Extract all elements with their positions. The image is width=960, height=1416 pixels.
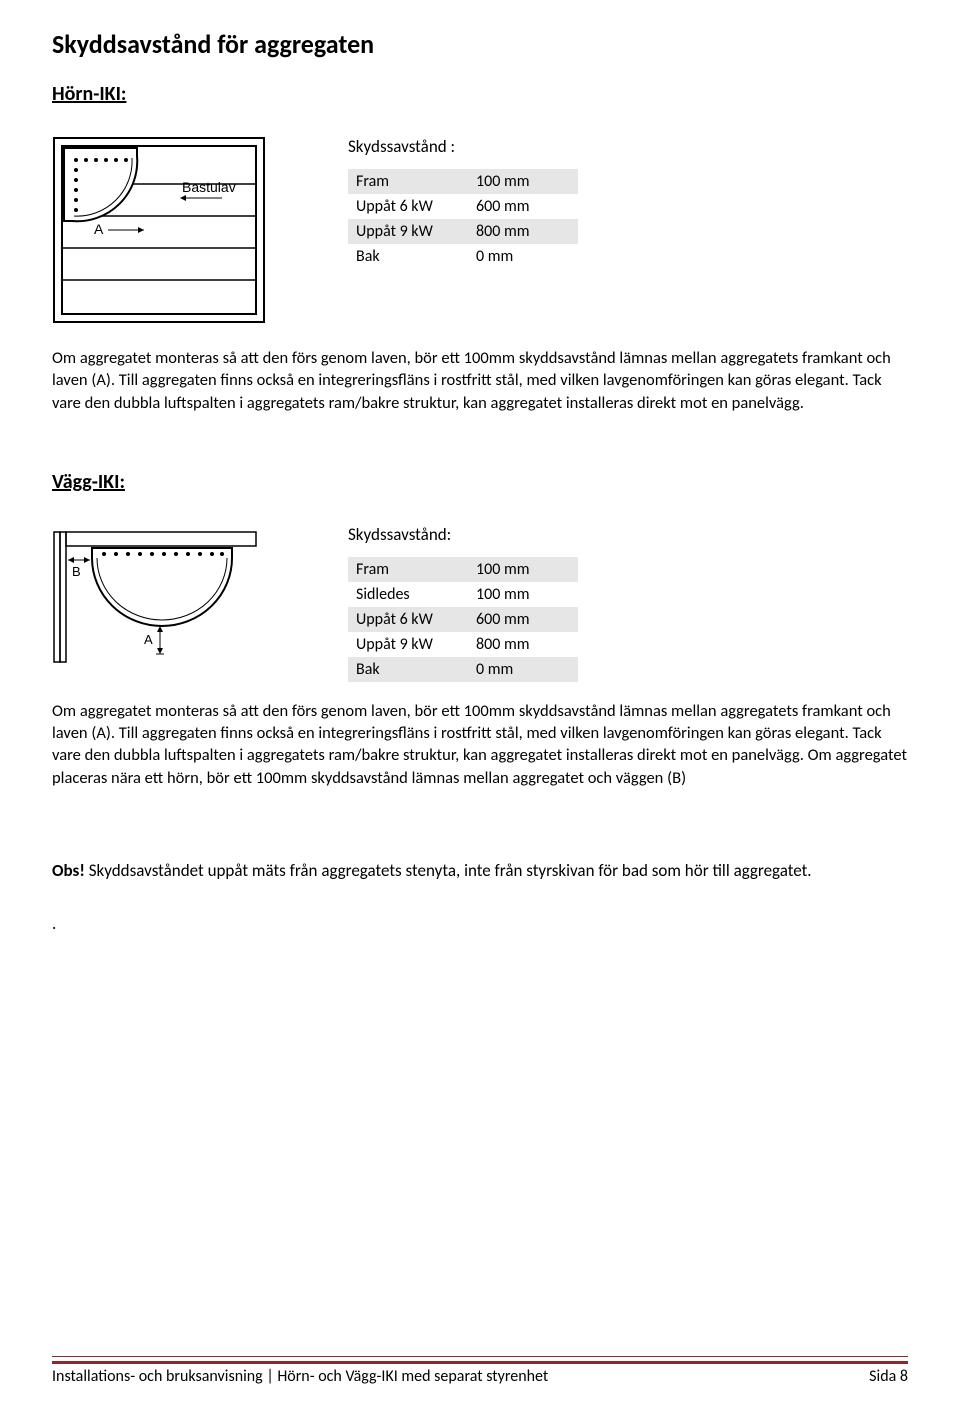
- cell-label: Uppåt 6 kW: [348, 607, 468, 632]
- cell-label: Sidledes: [348, 582, 468, 607]
- section-row: A Bastulav Skydssavstånd : Fram100 mmUpp…: [52, 136, 908, 329]
- table-vagg: Skydssavstånd: Fram100 mmSidledes100 mmU…: [348, 524, 908, 682]
- cell-label: Bak: [348, 244, 468, 269]
- vagg-diagram-svg: B A: [52, 524, 268, 674]
- obs-note: Obs! Skyddsavståndet uppåt mäts från agg…: [52, 859, 908, 883]
- table-row: Fram100 mm: [348, 557, 578, 582]
- footer-line-thin: [52, 1356, 908, 1357]
- cell-value: 100 mm: [468, 557, 578, 582]
- diagram-horn: A Bastulav: [52, 136, 268, 329]
- table-horn: Skydssavstånd : Fram100 mmUppåt 6 kW600 …: [348, 136, 908, 269]
- table-row: Uppåt 6 kW600 mm: [348, 194, 578, 219]
- table-title: Skydssavstånd:: [348, 524, 908, 545]
- cell-label: Fram: [348, 169, 468, 194]
- section-horn-iki: Hörn-IKI:: [52, 82, 908, 414]
- clearance-table: Fram100 mmUppåt 6 kW600 mmUppåt 9 kW800 …: [348, 169, 578, 269]
- page-title: Skyddsavstånd för aggregaten: [52, 28, 908, 60]
- cell-value: 800 mm: [468, 632, 578, 657]
- footer-row: Installations- och bruksanvisning | Hörn…: [52, 1367, 908, 1386]
- cell-value: 0 mm: [468, 657, 578, 682]
- bastulav-label: Bastulav: [182, 179, 236, 195]
- cell-value: 0 mm: [468, 244, 578, 269]
- cell-value: 100 mm: [468, 582, 578, 607]
- section-heading: Hörn-IKI:: [52, 82, 908, 106]
- cell-value: 600 mm: [468, 194, 578, 219]
- page-footer: Installations- och bruksanvisning | Hörn…: [52, 1356, 908, 1386]
- footer-left: Installations- och bruksanvisning | Hörn…: [52, 1367, 548, 1386]
- table-row: Fram100 mm: [348, 169, 578, 194]
- diagram-vagg: B A: [52, 524, 268, 679]
- table-title: Skydssavstånd :: [348, 136, 908, 157]
- table-row: Uppåt 6 kW600 mm: [348, 607, 578, 632]
- cell-value: 800 mm: [468, 219, 578, 244]
- cell-label: Uppåt 9 kW: [348, 632, 468, 657]
- cell-label: Bak: [348, 657, 468, 682]
- paragraph: Om aggregatet monteras så att den förs g…: [52, 347, 908, 414]
- section-vagg-iki: Vägg-IKI:: [52, 470, 908, 789]
- clearance-table: Fram100 mmSidledes100 mmUppåt 6 kW600 mm…: [348, 557, 578, 682]
- horn-diagram-svg: A Bastulav: [52, 136, 268, 324]
- svg-text:B: B: [72, 564, 81, 579]
- obs-bold: Obs!: [52, 860, 85, 881]
- footer-right: Sida 8: [869, 1367, 908, 1386]
- obs-text: Skyddsavståndet uppåt mäts från aggregat…: [85, 860, 812, 881]
- section-heading: Vägg-IKI:: [52, 470, 908, 494]
- table-row: Bak0 mm: [348, 244, 578, 269]
- svg-text:A: A: [144, 632, 153, 647]
- trailing-dot: .: [52, 913, 908, 934]
- cell-value: 100 mm: [468, 169, 578, 194]
- section-row: B A Skydssavstånd: Fram100 mmSidledes100…: [52, 524, 908, 682]
- paragraph: Om aggregatet monteras så att den förs g…: [52, 700, 908, 789]
- cell-label: Uppåt 6 kW: [348, 194, 468, 219]
- table-row: Bak0 mm: [348, 657, 578, 682]
- table-row: Sidledes100 mm: [348, 582, 578, 607]
- table-row: Uppåt 9 kW800 mm: [348, 219, 578, 244]
- cell-label: Uppåt 9 kW: [348, 219, 468, 244]
- svg-text:A: A: [94, 221, 104, 237]
- cell-label: Fram: [348, 557, 468, 582]
- cell-value: 600 mm: [468, 607, 578, 632]
- table-row: Uppåt 9 kW800 mm: [348, 632, 578, 657]
- footer-line-thick: [52, 1361, 908, 1364]
